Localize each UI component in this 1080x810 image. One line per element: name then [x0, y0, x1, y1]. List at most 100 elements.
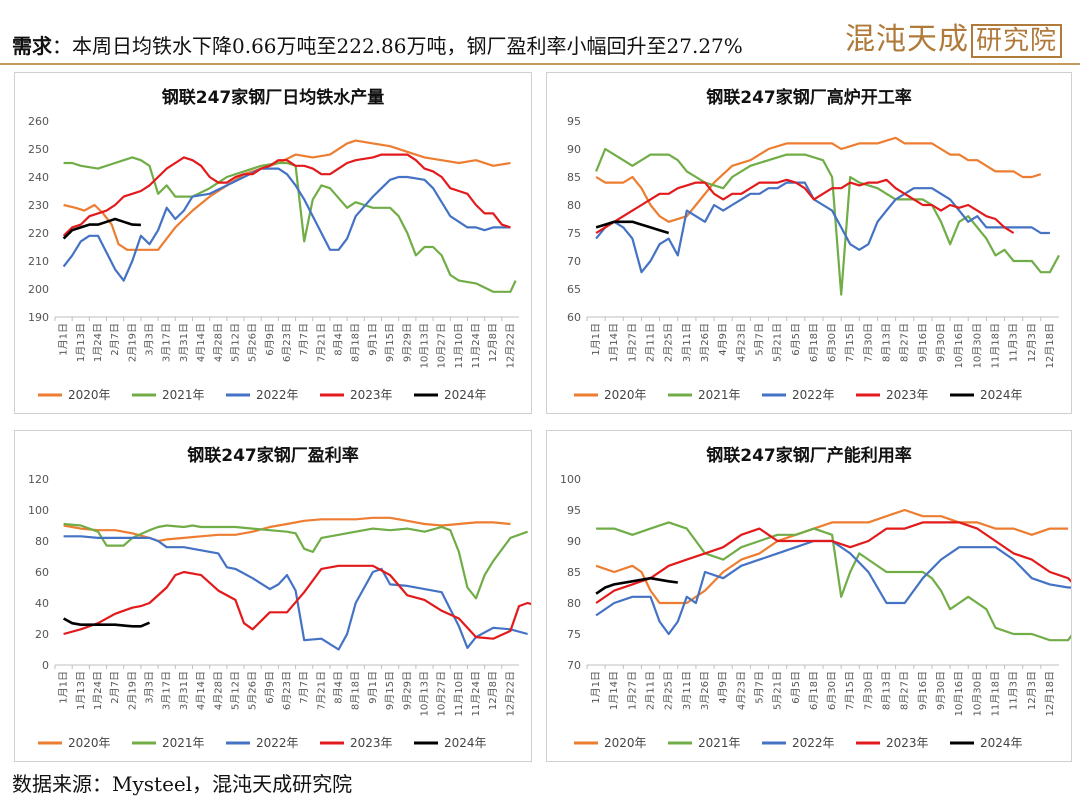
x-tick-label: 9月29日	[401, 671, 413, 710]
x-tick-label: 7月15日	[844, 671, 856, 710]
legend-label: 2022年	[256, 736, 299, 750]
x-tick-label: 6月23日	[281, 323, 293, 362]
x-tick-label: 4月23日	[735, 323, 747, 362]
series-line-2024年	[62, 617, 151, 628]
x-tick-label: 1月24日	[92, 671, 104, 710]
x-tick-label: 12月8日	[487, 671, 499, 710]
y-tick-label: 220	[28, 227, 49, 240]
x-tick-label: 5月21日	[772, 671, 784, 710]
x-tick-label: 1月1日	[590, 671, 602, 704]
x-tick-label: 5月12日	[229, 671, 241, 710]
x-tick-label: 4月28日	[212, 323, 224, 362]
x-tick-label: 1月14日	[608, 323, 620, 362]
series-line-2023年	[595, 521, 1071, 604]
x-tick-label: 6月5日	[790, 323, 802, 356]
x-tick-label: 4月14日	[195, 323, 207, 362]
x-tick-label: 3月17日	[161, 323, 173, 362]
x-tick-label: 9月30日	[935, 671, 947, 710]
series-line-2024年	[62, 217, 141, 240]
x-tick-label: 2月7日	[109, 323, 121, 356]
legend-label: 2022年	[256, 388, 299, 402]
x-tick-label: 8月4日	[333, 671, 345, 704]
x-tick-label: 11月18日	[989, 323, 1001, 368]
x-tick-label: 4月14日	[195, 671, 207, 710]
x-tick-label: 11月24日	[470, 323, 482, 368]
x-tick-label: 10月30日	[971, 323, 983, 368]
x-tick-label: 5月12日	[229, 323, 241, 362]
x-tick-label: 1月1日	[58, 671, 70, 704]
x-tick-label: 5月21日	[772, 323, 784, 362]
y-tick-label: 80	[567, 597, 581, 610]
y-tick-label: 100	[560, 473, 581, 486]
legend-label: 2023年	[886, 388, 929, 402]
series-line-2021年	[63, 522, 528, 600]
x-tick-label: 6月30日	[826, 323, 838, 362]
x-tick-label: 12月18日	[1044, 671, 1056, 716]
x-tick-label: 1月27日	[626, 671, 638, 710]
series-line-2021年	[63, 156, 517, 293]
x-tick-label: 12月18日	[1044, 323, 1056, 368]
x-tick-label: 10月30日	[971, 671, 983, 716]
x-tick-label: 5月7日	[753, 671, 765, 704]
y-tick-label: 75	[567, 628, 581, 641]
y-tick-label: 90	[567, 535, 581, 548]
header: 需求：本周日均铁水下降0.66万吨至222.86万吨，钢厂盈利率小幅回升至27.…	[0, 0, 1080, 64]
chart-title: 钢联247家钢厂高炉开工率	[706, 87, 912, 108]
x-tick-label: 5月26日	[247, 671, 259, 710]
chart-iron-output: 钢联247家钢厂日均铁水产量 190 200 210 220 230 240 250 260 1月…	[28, 87, 519, 402]
brand-main: 混沌天成	[845, 22, 969, 57]
x-tick-label: 6月9日	[264, 671, 276, 704]
footer-source: 数据来源：Mysteel，混沌天成研究院	[12, 772, 353, 796]
chart-title: 钢联247家钢厂盈利率	[187, 445, 359, 466]
x-tick-label: 10月27日	[436, 671, 448, 716]
chart-blast-furnace-rate: 钢联247家钢厂高炉开工率 60 65 70 75 80 85 90 95 1月1日 1月14日 1月…	[567, 87, 1060, 402]
x-tick-label: 3月3日	[144, 671, 156, 704]
legend-label: 2022年	[792, 388, 835, 402]
x-tick-label: 7月21日	[315, 323, 327, 362]
legend-label: 2023年	[350, 736, 393, 750]
series-line-2023年	[63, 564, 531, 640]
y-tick-label: 120	[28, 473, 49, 486]
chart-title: 钢联247家钢厂日均铁水产量	[162, 87, 385, 108]
x-tick-label: 1月13日	[75, 671, 87, 710]
legend-label: 2024年	[444, 388, 487, 402]
x-tick-label: 8月4日	[333, 323, 345, 356]
series-line-2021年	[595, 147, 1060, 296]
y-tick-label: 60	[35, 566, 49, 579]
x-tick-label: 5月7日	[753, 323, 765, 356]
x-tick-label: 11月3日	[1008, 323, 1020, 362]
x-tick-label: 3月26日	[699, 323, 711, 362]
x-tick-label: 8月13日	[881, 671, 893, 710]
x-tick-label: 12月22日	[504, 671, 516, 716]
x-tick-label: 2月19日	[126, 323, 138, 362]
x-tick-label: 2月7日	[109, 671, 121, 704]
x-tick-label: 7月7日	[298, 323, 310, 356]
y-tick-label: 0	[42, 659, 49, 672]
x-tick-label: 3月11日	[681, 671, 693, 710]
x-tick-label: 2月11日	[645, 323, 657, 362]
x-tick-label: 10月16日	[953, 323, 965, 368]
x-tick-label: 2月19日	[126, 671, 138, 710]
legend-label: 2020年	[604, 736, 647, 750]
x-tick-label: 9月15日	[384, 323, 396, 362]
y-tick-label: 210	[28, 255, 49, 268]
headline-text: ：本周日均铁水下降0.66万吨至222.86万吨，钢厂盈利率小幅回升至27.27…	[52, 34, 743, 58]
chart-title: 钢联247家钢厂产能利用率	[706, 445, 912, 466]
x-tick-label: 9月30日	[935, 323, 947, 362]
series-line-2021年	[596, 521, 1071, 642]
y-tick-label: 95	[567, 115, 581, 128]
x-tick-label: 2月25日	[663, 323, 675, 362]
series-line-2023年	[595, 178, 1015, 234]
chart-panel-iron-output: 钢联247家钢厂日均铁水产量 190 200 210 220 230 240 250 260 1月…	[14, 72, 532, 414]
legend-label: 2021年	[162, 388, 205, 402]
x-tick-label: 4月28日	[212, 671, 224, 710]
y-tick-label: 80	[35, 535, 49, 548]
x-tick-label: 3月3日	[144, 323, 156, 356]
brand-box: 研究院	[971, 24, 1063, 58]
legend-label: 2024年	[980, 388, 1023, 402]
x-tick-label: 7月30日	[862, 323, 874, 362]
x-tick-label: 10月27日	[436, 323, 448, 368]
x-tick-label: 3月31日	[178, 671, 190, 710]
x-tick-label: 11月3日	[1008, 671, 1020, 710]
legend-label: 2024年	[444, 736, 487, 750]
